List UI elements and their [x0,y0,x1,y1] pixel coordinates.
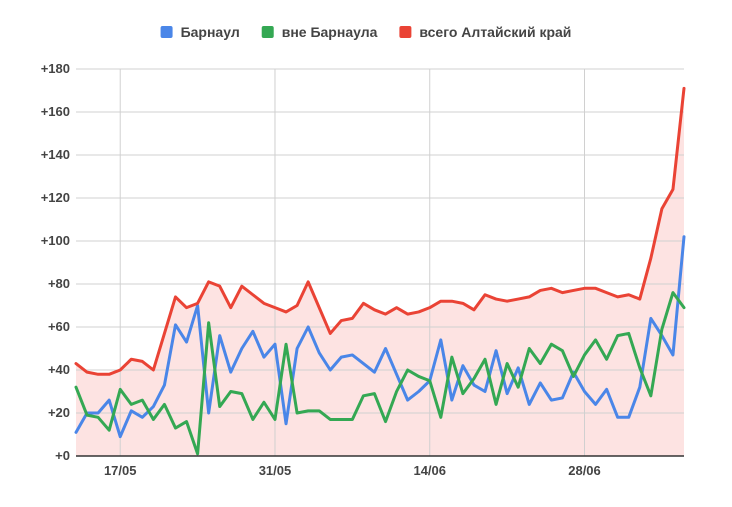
legend-swatch [399,26,412,38]
y-tick-label: +140 [41,147,70,162]
legend-label: Барнаул [181,24,240,40]
legend-label: всего Алтайский край [419,24,571,40]
x-tick-label: 28/06 [568,463,601,478]
y-tick-label: +160 [41,104,70,119]
x-tick-label: 17/05 [104,463,137,478]
legend-item: Барнаул [160,24,240,40]
legend-item: всего Алтайский край [399,24,571,40]
legend-swatch [160,26,173,38]
y-tick-label: +180 [41,61,70,76]
y-tick-label: +60 [48,319,70,334]
y-tick-label: +20 [48,405,70,420]
legend: Барнаул вне Барнаула всего Алтайский край [160,24,571,40]
legend-label: вне Барнаула [282,24,378,40]
y-tick-label: +0 [55,448,70,463]
series-line-2 [74,86,686,376]
legend-item: вне Барнаула [261,24,378,40]
x-tick-label: 14/06 [413,463,446,478]
axes: +0 +20 +40 +60 +80 +100 +120 +140 +160 +180 17/05 3… [41,61,684,478]
y-tick-label: +100 [41,233,70,248]
y-tick-label: +80 [48,276,70,291]
series-lines [74,86,686,456]
series-line-0 [74,235,686,439]
series-line-1 [74,291,686,456]
x-tick-label: 31/05 [259,463,292,478]
legend-swatch [261,26,274,38]
y-tick-label: +40 [48,362,70,377]
plot-area: +0 +20 +40 +60 +80 +100 +120 +140 +160 +180 17/05 3… [41,61,686,478]
y-tick-label: +120 [41,190,70,205]
